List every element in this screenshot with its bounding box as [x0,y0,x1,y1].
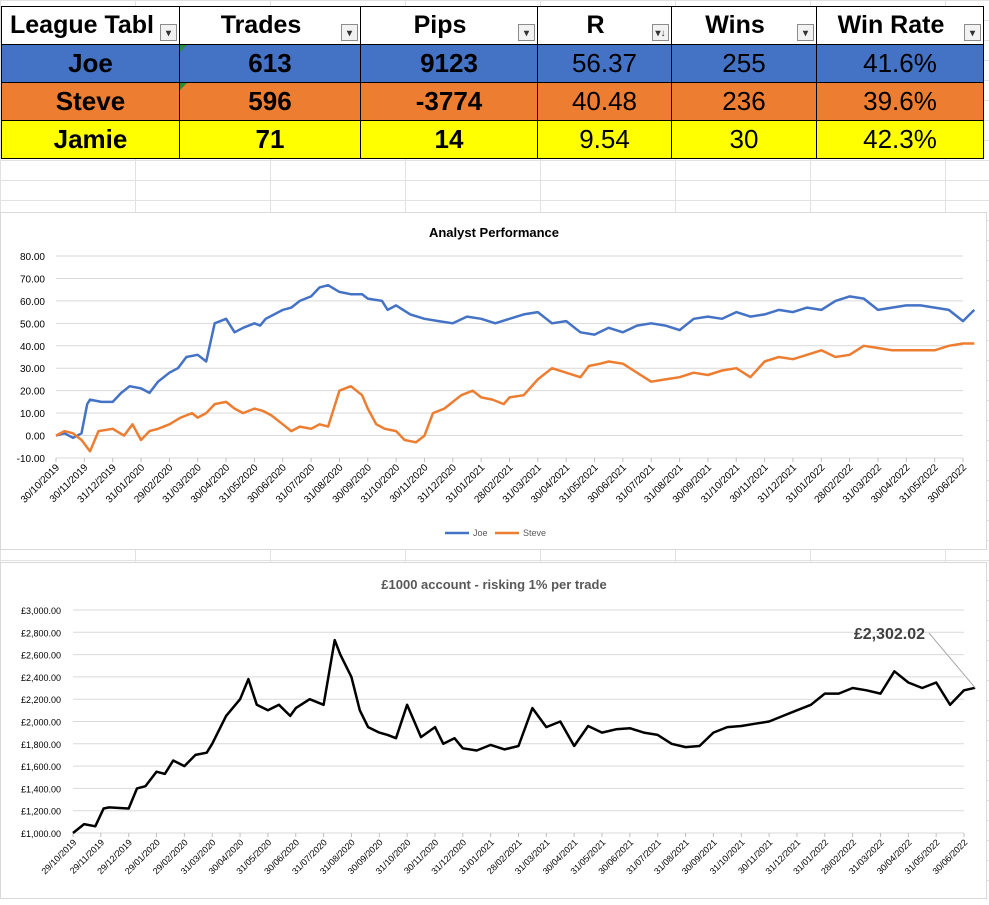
name-cell[interactable]: Jamie [1,120,180,159]
header-label: R [586,11,605,39]
y-tick-label: £1,600.00 [21,762,61,772]
header-label: Wins [705,11,765,39]
y-tick-label: 0.00 [26,432,46,443]
r-cell[interactable]: 56.37 [537,44,672,83]
analyst-performance-svg: Analyst Performance 80.00 70.00 60.00 50.00 4… [17,225,976,538]
filter-dropdown-icon[interactable]: ▾ [160,24,177,41]
legend-label-steve: Steve [523,528,546,538]
y-tick-label: 70.00 [20,274,45,285]
header-cell-pips[interactable]: Pips ▾ [360,6,538,45]
y-tick-label: £1,400.00 [21,784,61,794]
account-balance-svg: £1000 account - risking 1% per trade £3,0… [21,577,976,876]
series-line-joe [55,283,976,440]
r-cell[interactable]: 9.54 [537,120,672,159]
header-cell-trades[interactable]: Trades ▾ [179,6,361,45]
name-cell[interactable]: Steve [1,82,180,121]
y-tick-label: £2,200.00 [21,695,61,705]
y-tick-label: £1,800.00 [21,740,61,750]
y-tick-label: -10.00 [17,454,46,465]
header-cell-r[interactable]: R ▾↓ [537,6,672,45]
win-rate-cell[interactable]: 42.3% [816,120,984,159]
y-tick-label: £1,200.00 [21,807,61,817]
trades-cell[interactable]: 71 [179,120,361,159]
wins-cell[interactable]: 30 [671,120,817,159]
filter-dropdown-icon[interactable]: ▾ [518,24,535,41]
header-label: Trades [220,11,302,39]
pips-cell[interactable]: 14 [360,120,538,159]
header-label: Pips [413,11,467,39]
y-tick-label: 30.00 [20,364,45,375]
pips-cell[interactable]: -3774 [360,82,538,121]
y-tick-label: 60.00 [20,297,45,308]
y-tick-label: £2,600.00 [21,651,61,661]
wins-cell[interactable]: 236 [671,82,817,121]
chart-title: Analyst Performance [429,225,559,240]
r-cell[interactable]: 40.48 [537,82,672,121]
chart-title: £1000 account - risking 1% per trade [381,577,606,592]
y-tick-label: 10.00 [20,409,45,420]
filter-dropdown-icon[interactable]: ▾ [797,24,814,41]
pips-cell[interactable]: 9123 [360,44,538,83]
header-cell-name[interactable]: League Tabl ▾ [1,6,180,45]
series-line-steve [55,342,975,453]
name-cell[interactable]: Joe [1,44,180,83]
table-row: Joe 613 9123 56.37 255 41.6% [1,44,984,83]
account-balance-chart[interactable]: £1000 account - risking 1% per trade £3,0… [0,562,987,899]
header-cell-wins[interactable]: Wins ▾ [671,6,817,45]
y-tick-label: £2,400.00 [21,673,61,683]
y-tick-label: 40.00 [20,342,45,353]
trades-cell[interactable]: 613 [179,44,361,83]
y-tick-label: 80.00 [20,252,45,263]
wins-cell[interactable]: 255 [671,44,817,83]
y-tick-label: 20.00 [20,387,45,398]
league-table: League Tabl ▾ Trades ▾ Pips ▾ R ▾↓ Wins ▾ Win… [1,6,984,159]
y-tick-label: £1,000.00 [21,829,61,839]
win-rate-cell[interactable]: 39.6% [816,82,984,121]
header-cell-win-rate[interactable]: Win Rate ▾ [816,6,984,45]
league-table-header-row: League Tabl ▾ Trades ▾ Pips ▾ R ▾↓ Wins ▾ Win… [1,6,984,45]
series-line-account [72,638,976,834]
sort-descending-icon[interactable]: ▾↓ [652,24,669,41]
legend-label-joe: Joe [473,528,488,538]
y-tick-label: £2,000.00 [21,718,61,728]
trades-cell[interactable]: 596 [179,82,361,121]
table-row: Steve 596 -3774 40.48 236 39.6% [1,82,984,121]
win-rate-cell[interactable]: 41.6% [816,44,984,83]
table-row: Jamie 71 14 9.54 30 42.3% [1,120,984,159]
header-label: Win Rate [837,11,945,39]
filter-dropdown-icon[interactable]: ▾ [964,24,981,41]
analyst-performance-chart[interactable]: Analyst Performance 80.00 70.00 60.00 50.00 4… [0,212,987,550]
annotation-label: £2,302.02 [854,626,925,643]
trades-value: 613 [248,48,292,78]
green-triangle-icon [180,45,187,52]
green-triangle-icon [180,83,187,90]
trades-value: 596 [248,86,292,116]
filter-dropdown-icon[interactable]: ▾ [341,24,358,41]
y-tick-label: £3,000.00 [21,606,61,616]
header-label: League Tabl [10,11,155,39]
y-tick-label: £2,800.00 [21,628,61,638]
annotation-leader-line [928,632,976,689]
y-tick-label: 50.00 [20,319,45,330]
